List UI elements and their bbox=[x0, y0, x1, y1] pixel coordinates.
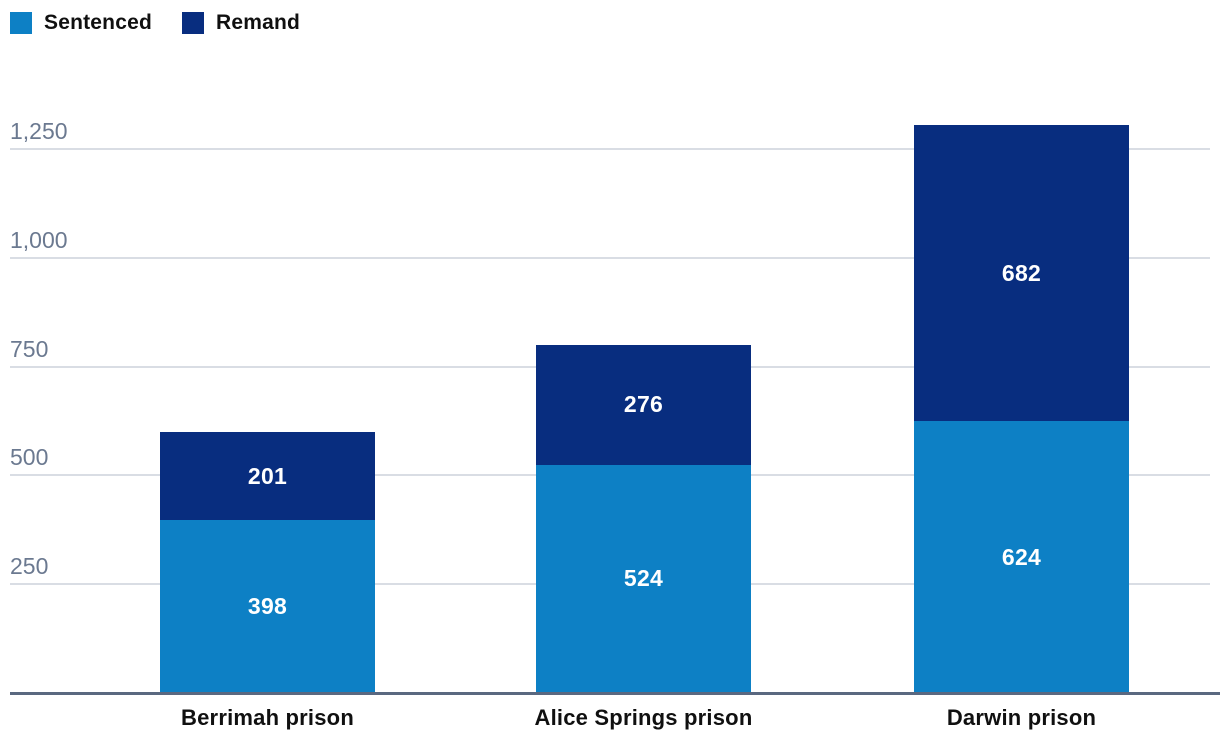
legend-swatch-sentenced-icon bbox=[10, 12, 32, 34]
legend: Sentenced Remand bbox=[10, 11, 300, 35]
bar-segment-sentenced-darwin-prison[interactable]: 624 bbox=[914, 421, 1129, 693]
bar-value-label: 201 bbox=[247, 462, 288, 489]
bar-segment-remand-berrimah-prison[interactable]: 201 bbox=[160, 432, 375, 520]
x-axis-label-alice-springs-prison: Alice Springs prison bbox=[534, 705, 753, 730]
x-axis-label-berrimah-prison: Berrimah prison bbox=[181, 705, 354, 730]
x-axis-label-darwin-prison: Darwin prison bbox=[946, 705, 1097, 730]
bar-segment-sentenced-berrimah-prison[interactable]: 398 bbox=[160, 519, 375, 693]
y-axis-tick-label: 1,000 bbox=[10, 226, 68, 253]
y-axis-tick-label: 750 bbox=[10, 335, 49, 362]
bar-segment-remand-darwin-prison[interactable]: 682 bbox=[914, 124, 1129, 422]
legend-label-remand: Remand bbox=[216, 11, 301, 34]
y-axis-tick-label: 1,250 bbox=[10, 118, 68, 144]
legend-item-remand[interactable]: Remand bbox=[182, 11, 300, 35]
bar-value-label: 624 bbox=[1001, 543, 1042, 570]
y-axis-tick-label: 250 bbox=[10, 553, 49, 580]
legend-swatch-remand-icon bbox=[182, 12, 204, 34]
gridline bbox=[10, 256, 1210, 259]
x-axis-line bbox=[10, 692, 1220, 695]
bar-value-label: 682 bbox=[1001, 259, 1042, 286]
y-axis-tick-label: 500 bbox=[10, 444, 49, 471]
legend-label-sentenced: Sentenced bbox=[44, 11, 152, 34]
bar-value-label: 398 bbox=[247, 592, 288, 619]
legend-item-sentenced[interactable]: Sentenced bbox=[10, 11, 152, 35]
bar-value-label: 524 bbox=[623, 565, 664, 592]
bar-segment-sentenced-alice-springs-prison[interactable]: 524 bbox=[536, 464, 751, 693]
bar-segment-remand-alice-springs-prison[interactable]: 276 bbox=[536, 344, 751, 465]
gridline bbox=[10, 148, 1210, 150]
bar-value-label: 276 bbox=[623, 391, 664, 418]
